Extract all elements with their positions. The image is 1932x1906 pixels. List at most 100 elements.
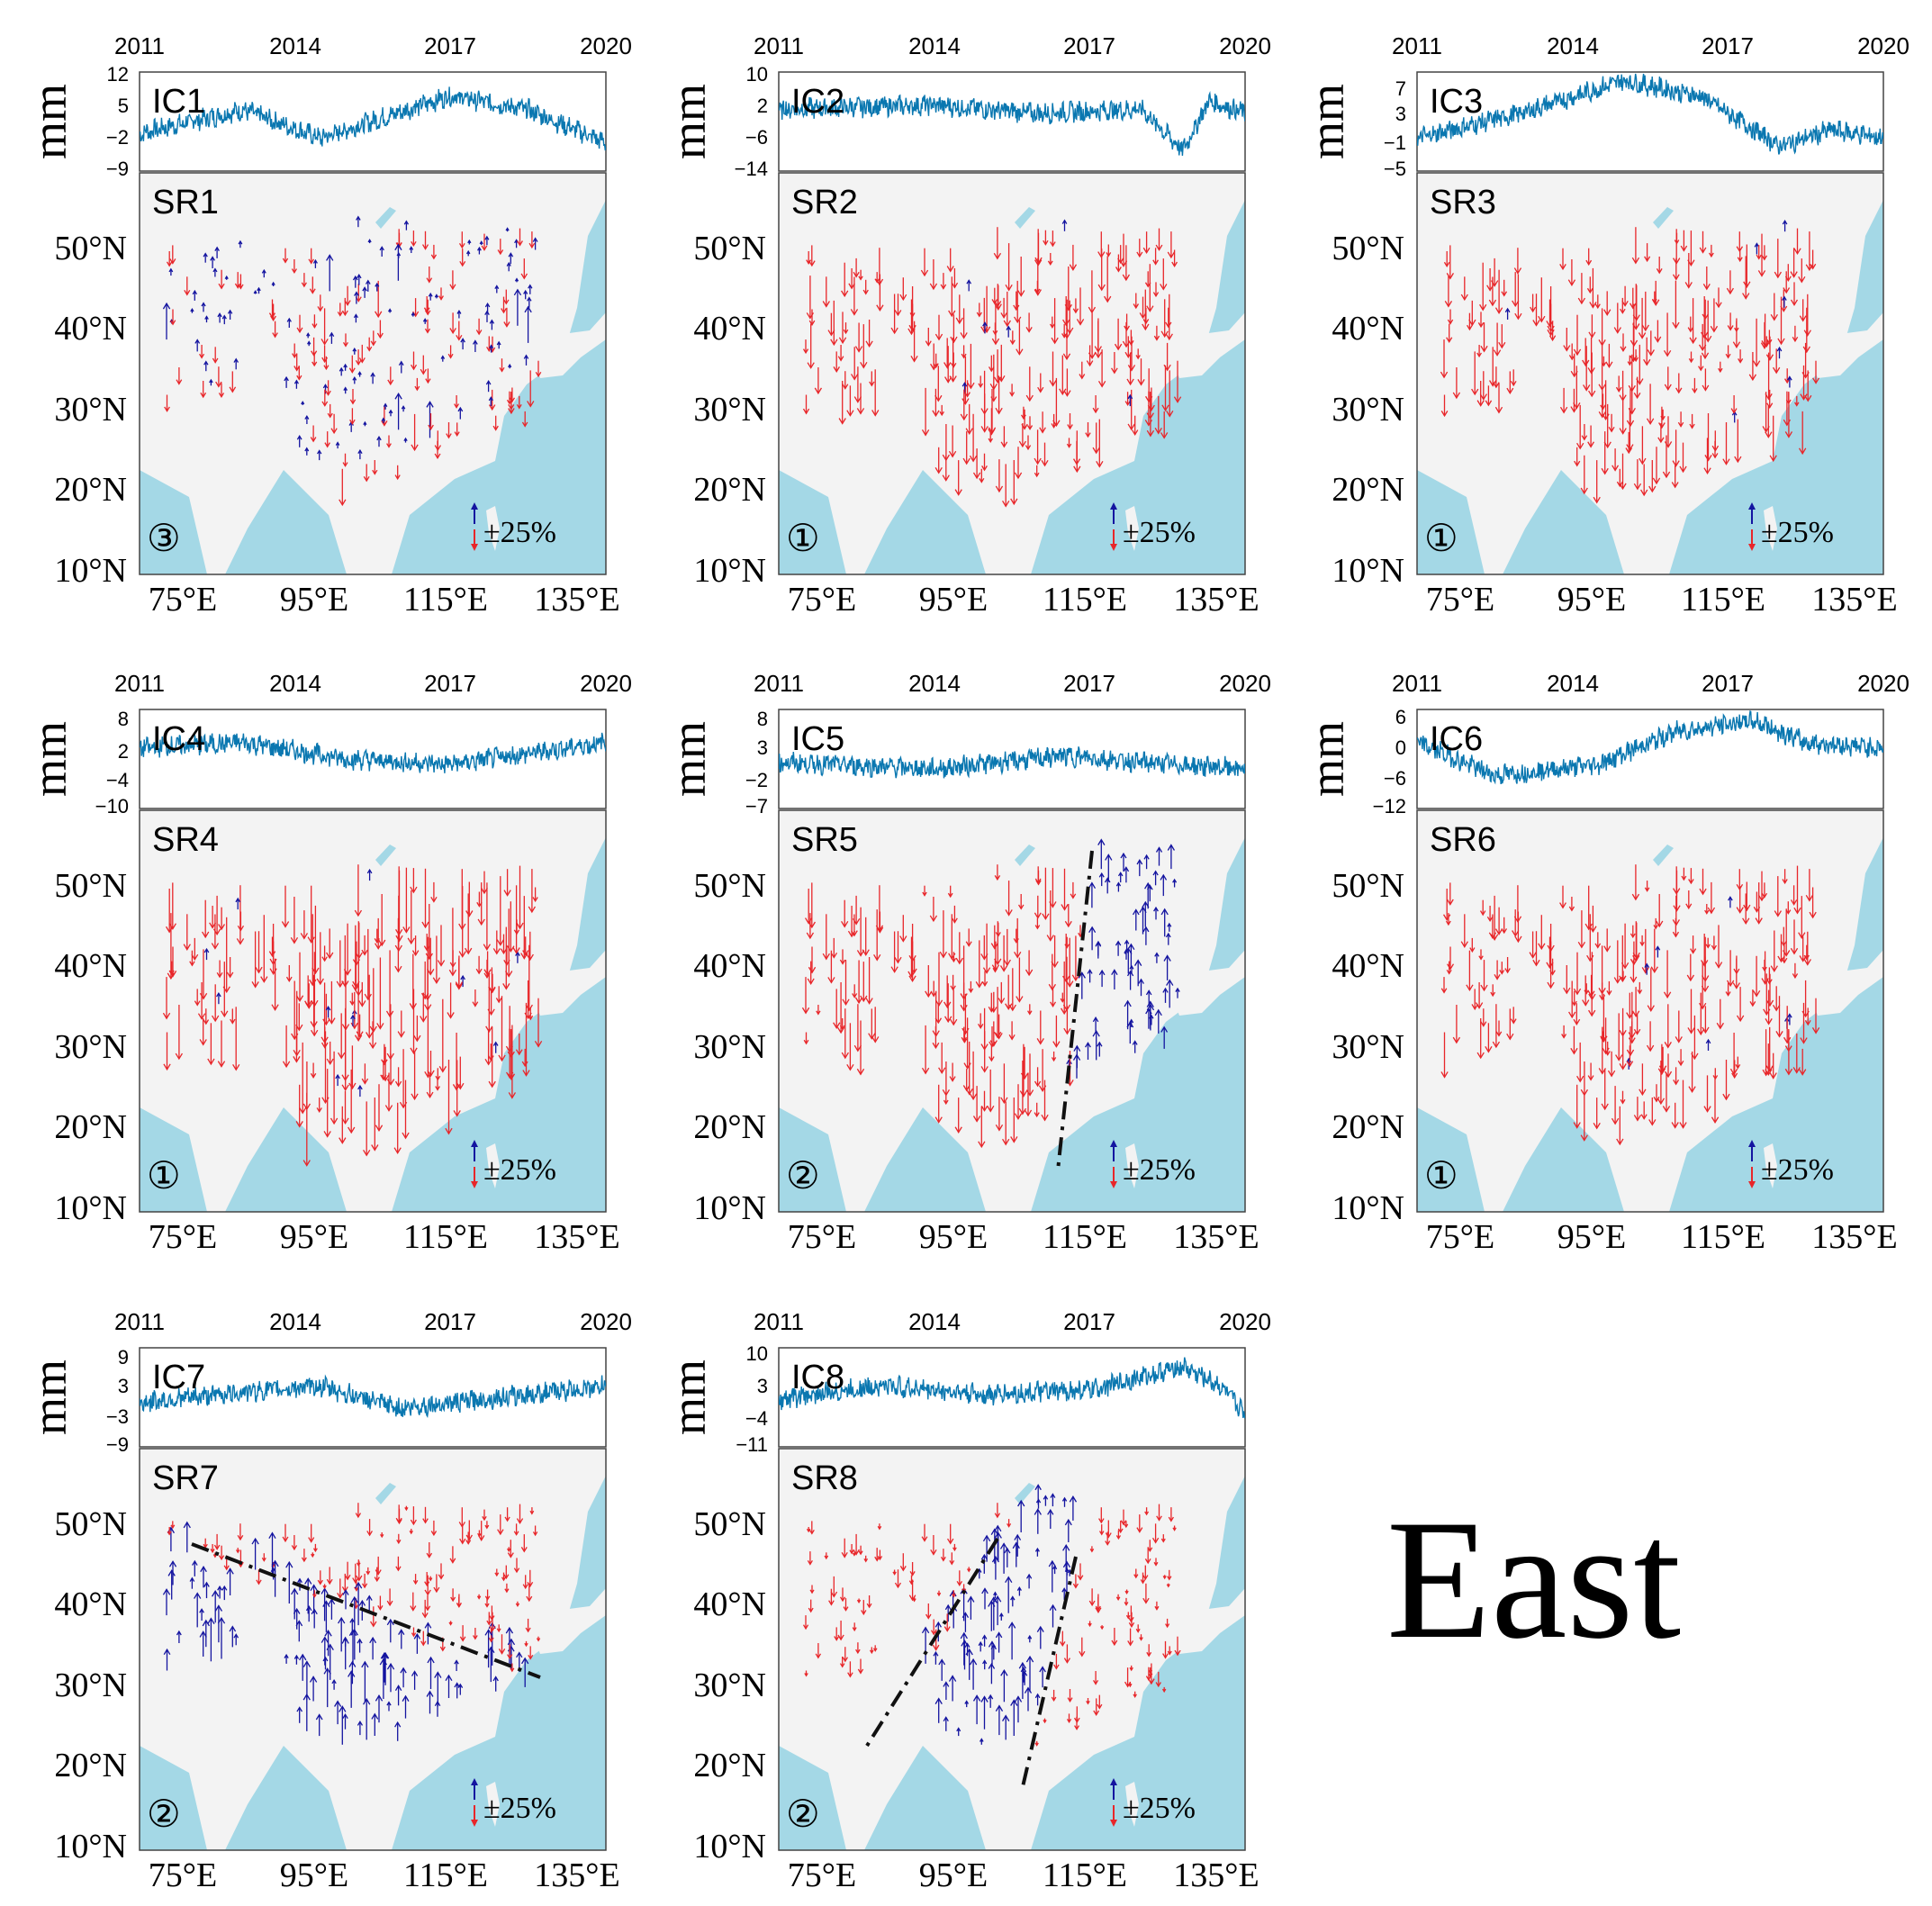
station-arrow-head xyxy=(964,1700,970,1704)
ts-ytick: 8 xyxy=(757,708,768,730)
station-arrow-head xyxy=(209,378,213,384)
station-arrow-head xyxy=(1155,1682,1161,1688)
station-arrow-head xyxy=(1135,355,1141,360)
station-arrow-head xyxy=(1546,962,1554,970)
station-arrow-head xyxy=(349,419,356,426)
station-arrow-head xyxy=(1061,219,1068,224)
ts-year-label: 2020 xyxy=(1219,1308,1271,1335)
ic-label: IC3 xyxy=(1430,83,1483,121)
lat-tick: 40°N xyxy=(693,947,766,985)
station-arrow-head xyxy=(1673,1079,1680,1086)
station-arrow-head xyxy=(1648,485,1657,493)
station-arrow-head xyxy=(1010,1699,1018,1706)
station-arrow-head xyxy=(434,453,441,460)
station-arrow-head xyxy=(516,1651,523,1658)
station-arrow-head xyxy=(1478,955,1484,961)
station-arrow-head xyxy=(1061,1587,1068,1593)
station-arrow-head xyxy=(1175,987,1180,992)
ts-year-label: 2017 xyxy=(424,32,476,59)
ts-year-label: 2017 xyxy=(1063,1308,1115,1335)
station-arrow-head xyxy=(1804,394,1812,402)
station-arrow-head xyxy=(370,372,375,377)
station-arrow-head xyxy=(285,976,293,983)
station-arrow-head xyxy=(1079,374,1086,380)
station-arrow-head xyxy=(216,971,223,979)
station-arrow-head xyxy=(320,1042,329,1049)
map: SR7 ② ±25% 50°N 40°N 30°N 20°N 10°N 75°E… xyxy=(54,1448,620,1894)
station-arrow-head xyxy=(1570,406,1578,413)
station-arrow-head xyxy=(212,1015,220,1023)
station-arrow-head xyxy=(1725,353,1731,359)
station-arrow-head xyxy=(237,925,245,932)
station-arrow-head xyxy=(227,309,233,314)
station-arrow-head xyxy=(1620,308,1626,314)
station-arrow-head xyxy=(1092,447,1100,455)
ic-label: IC4 xyxy=(152,720,205,758)
lat-tick: 20°N xyxy=(693,471,766,509)
station-arrow-head xyxy=(965,1088,973,1096)
station-arrow-head xyxy=(949,375,957,383)
station-arrow-head xyxy=(1124,1602,1129,1606)
lat-tick: 10°N xyxy=(693,552,766,590)
station-arrow-head xyxy=(865,998,873,1005)
ts-series-line xyxy=(140,732,606,773)
station-arrow-head xyxy=(320,1636,329,1643)
station-arrow-head xyxy=(908,1594,916,1602)
station-arrow-head xyxy=(162,1012,171,1020)
station-arrow-head xyxy=(211,943,220,950)
station-arrow-head xyxy=(1034,878,1042,884)
station-arrow-head xyxy=(203,1019,210,1025)
station-arrow-head xyxy=(1601,1103,1609,1111)
station-arrow-head xyxy=(1049,380,1057,387)
ts-ytick: 3 xyxy=(757,1375,768,1397)
station-arrow-head xyxy=(199,353,205,359)
map-land xyxy=(1417,810,1883,1212)
station-arrow-head xyxy=(999,965,1008,972)
station-arrow-head xyxy=(350,1014,356,1020)
station-arrow-head xyxy=(162,1588,171,1595)
station-arrow-head xyxy=(349,399,357,405)
station-arrow-head xyxy=(1734,456,1742,464)
scale-label: ±25% xyxy=(1761,1153,1834,1187)
station-arrow-head xyxy=(1680,245,1688,252)
station-arrow-head xyxy=(1010,498,1018,506)
station-arrow-head xyxy=(1563,345,1571,352)
station-arrow-head xyxy=(1163,364,1171,372)
station-arrow-head xyxy=(1639,457,1647,465)
station-arrow-head xyxy=(402,926,411,934)
station-arrow-head xyxy=(498,1649,506,1655)
station-arrow-head xyxy=(1039,427,1046,434)
station-arrow-head xyxy=(1440,411,1449,418)
station-arrow-head xyxy=(1730,408,1738,414)
station-arrow-head xyxy=(1731,1072,1738,1079)
station-arrow-head xyxy=(285,1560,293,1568)
station-arrow-head xyxy=(529,1510,535,1515)
lon-tick: 115°E xyxy=(403,1218,488,1256)
station-arrow-head xyxy=(169,320,176,326)
station-arrow-head xyxy=(330,1117,339,1125)
station-arrow-head xyxy=(1471,388,1479,396)
lat-ticks: 50°N 40°N 30°N 20°N 10°N xyxy=(54,867,127,1227)
station-arrow-head xyxy=(1142,926,1150,933)
station-arrow-head xyxy=(1062,1004,1071,1012)
station-arrow-head xyxy=(1538,315,1546,323)
ts-year-label: 2020 xyxy=(1219,670,1271,697)
figure-title: East xyxy=(1386,1486,1682,1675)
station-arrow-head xyxy=(342,341,348,348)
station-arrow-head xyxy=(1067,1697,1073,1703)
station-arrow-head xyxy=(434,294,439,298)
station-arrow-head xyxy=(846,410,854,417)
station-arrow-head xyxy=(934,1116,943,1124)
station-arrow-head xyxy=(1627,361,1633,366)
station-arrow-head xyxy=(932,1030,940,1037)
station-arrow-head xyxy=(894,956,902,964)
station-arrow-head xyxy=(1002,1138,1010,1146)
station-arrow-head xyxy=(838,418,846,425)
scale-label: ±25% xyxy=(1761,516,1834,549)
station-arrow-head xyxy=(1460,294,1468,302)
lat-tick: 10°N xyxy=(54,1189,127,1227)
station-arrow-head xyxy=(808,966,817,974)
lat-tick: 10°N xyxy=(693,1828,766,1865)
station-arrow-head xyxy=(435,1086,440,1091)
station-arrow-head xyxy=(310,437,317,443)
